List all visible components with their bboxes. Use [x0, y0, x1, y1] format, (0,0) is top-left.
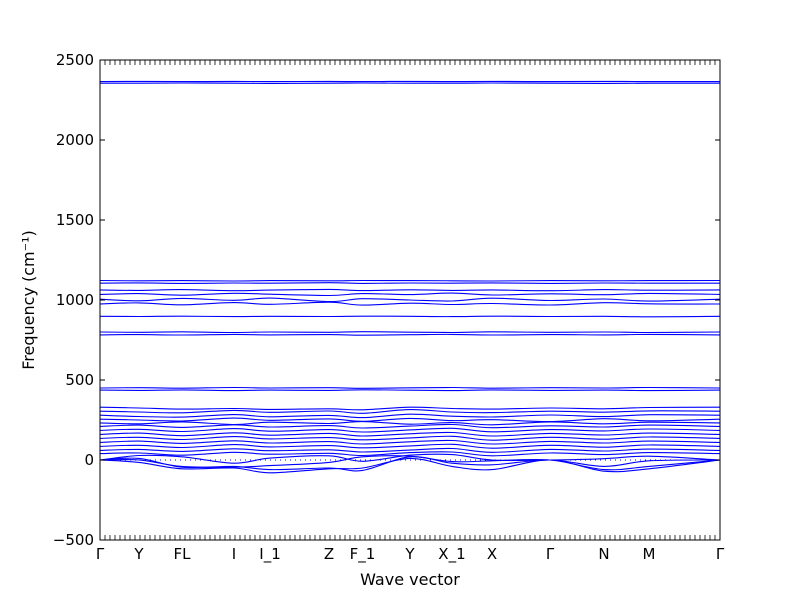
- band-line: [100, 297, 720, 303]
- band-line: [100, 315, 720, 318]
- band-line: [100, 443, 720, 449]
- y-tick-label: 1000: [56, 291, 94, 309]
- band-line: [100, 413, 720, 419]
- band-line: [100, 439, 720, 445]
- band-line: [100, 457, 720, 474]
- x-tick-label: N: [598, 545, 609, 563]
- x-axis-ticks: Γ Y FL I I_1 Z F_1 Y X_1 X Γ N M Γ: [96, 545, 725, 564]
- plot-frame: [99, 59, 721, 541]
- band-lines: [100, 80, 720, 474]
- x-tick-label: Γ: [546, 545, 555, 563]
- x-tick-label: F_1: [350, 545, 376, 564]
- band-line: [100, 279, 720, 282]
- y-tick-label: −500: [53, 531, 94, 549]
- x-tick-label: I_1: [259, 545, 280, 564]
- band-line: [100, 423, 720, 429]
- x-tick-label: Γ: [96, 545, 105, 563]
- x-tick-label: Y: [404, 545, 415, 563]
- y-tick-label: 500: [65, 371, 94, 389]
- y-tick-label: 0: [84, 451, 94, 469]
- y-tick-label: 2000: [56, 131, 94, 149]
- band-line: [100, 389, 720, 392]
- band-line: [100, 421, 720, 426]
- x-tick-label: FL: [174, 545, 192, 563]
- x-tick-label: Z: [324, 545, 334, 563]
- y-tick-label: 2500: [56, 51, 94, 69]
- band-line: [100, 447, 720, 453]
- y-tick-label: 1500: [56, 211, 94, 229]
- band-line: [100, 292, 720, 297]
- band-line: [100, 406, 720, 411]
- x-tick-label: I: [232, 545, 236, 563]
- band-line: [100, 288, 720, 292]
- y-axis-label: Frequency (cm⁻¹): [19, 230, 38, 369]
- plot-area: [100, 80, 720, 474]
- y-axis-ticks: −500 0 500 1000 1500 2000 2500: [53, 51, 720, 549]
- band-line: [100, 453, 720, 464]
- x-tick-label: X: [487, 545, 497, 563]
- band-line: [100, 427, 720, 433]
- x-tick-label: M: [643, 545, 656, 563]
- band-line: [100, 301, 720, 306]
- band-line: [100, 409, 720, 414]
- band-line: [100, 435, 720, 441]
- band-line: [100, 333, 720, 336]
- band-line: [100, 331, 720, 334]
- x-tick-label: Γ: [716, 545, 725, 563]
- x-tick-label: Y: [133, 545, 144, 563]
- band-line: [100, 386, 720, 389]
- band-line: [100, 417, 720, 423]
- minor-ticks: [99, 60, 721, 540]
- x-axis-label: Wave vector: [360, 570, 460, 589]
- band-line: [100, 282, 720, 284]
- band-line: [100, 451, 720, 457]
- band-line: [100, 431, 720, 437]
- band-line: [100, 455, 720, 471]
- x-tick-label: X_1: [438, 545, 465, 564]
